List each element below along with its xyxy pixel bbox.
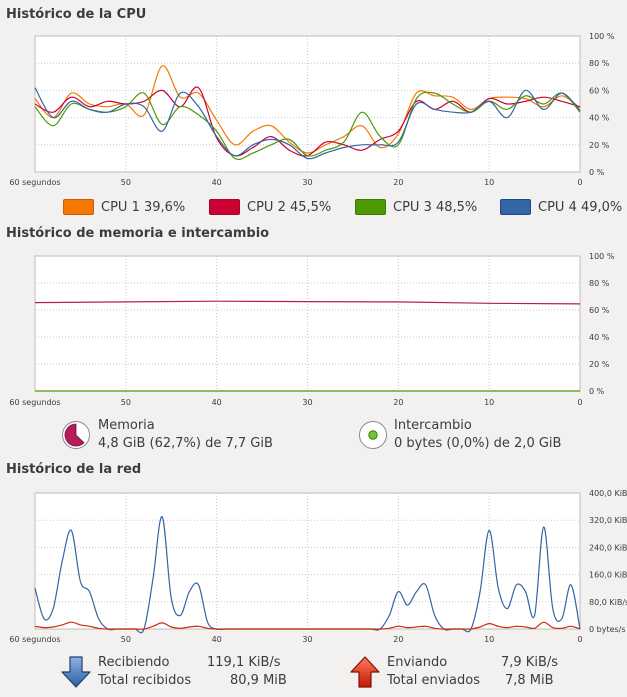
net-x-tick-label: 40 <box>212 635 222 644</box>
mem-x-tick-label: 20 <box>393 398 403 407</box>
download-arrow-icon[interactable] <box>60 655 92 689</box>
net-x-tick-label: 10 <box>484 635 494 644</box>
cpu-history-graph: 100 % 80 % 60 % 40 % 20 % 0 % 60 segundos 50 40 3… <box>9 32 615 187</box>
cpu-x-tick-label: 0 <box>577 178 582 187</box>
cpu-y-tick-label: 0 % <box>589 168 605 177</box>
network-history-title: Histórico de la red <box>6 462 142 477</box>
sending-label: Enviando <box>387 655 448 670</box>
cpu-y-tick-label: 80 % <box>589 59 610 68</box>
cpu-y-tick-label: 60 % <box>589 86 610 95</box>
mem-y-tick-label: 100 % <box>589 252 615 261</box>
total-sent-value: 7,8 MiB <box>505 673 554 688</box>
cpu-history-title: Histórico de la CPU <box>6 7 147 22</box>
cpu4-color-swatch[interactable] <box>500 199 531 215</box>
net-plot-area <box>35 493 580 629</box>
cpu-x-tick-label: 40 <box>212 178 222 187</box>
net-x-tick-label: 30 <box>302 635 312 644</box>
cpu2-legend-label: CPU 2 45,5% <box>247 200 332 215</box>
memory-value: 4,8 GiB (62,7%) de 7,7 GiB <box>98 436 273 451</box>
net-y-tick-label: 320,0 KiB/s <box>589 516 627 525</box>
cpu-x-tick-label: 30 <box>302 178 312 187</box>
sending-rate: 7,9 KiB/s <box>501 655 559 670</box>
mem-y-tick-label: 0 % <box>589 387 605 396</box>
memory-pie-icon[interactable] <box>61 420 91 450</box>
cpu-y-tick-label: 40 % <box>589 114 610 123</box>
cpu3-legend-label: CPU 3 48,5% <box>393 200 478 215</box>
receiving-rate: 119,1 KiB/s <box>207 655 281 670</box>
mem-x-tick-label: 30 <box>302 398 312 407</box>
cpu-y-tick-label: 100 % <box>589 32 615 41</box>
net-y-tick-label: 80,0 KiB/s <box>589 598 627 607</box>
mem-x-tick-label: 50 <box>121 398 131 407</box>
network-history-graph: 400,0 KiB/s 320,0 KiB/s 240,0 KiB/s 160,0 K… <box>9 489 627 644</box>
net-y-tick-label: 240,0 KiB/s <box>589 543 627 552</box>
net-x-tick-label: 0 <box>577 635 582 644</box>
net-series-enviando <box>34 621 581 630</box>
memory-history-graph: 100 % 80 % 60 % 40 % 20 % 0 % 60 segundos 50 40 3… <box>9 252 615 407</box>
total-received-label: Total recibidos <box>98 673 192 688</box>
mem-y-tick-label: 80 % <box>589 279 610 288</box>
total-sent-label: Total enviados <box>387 673 480 688</box>
upload-arrow-icon[interactable] <box>349 655 381 689</box>
cpu-x-tick-label: 60 segundos <box>9 178 60 187</box>
mem-y-tick-label: 40 % <box>589 333 610 342</box>
net-x-tick-label: 20 <box>393 635 403 644</box>
cpu-x-tick-label: 20 <box>393 178 403 187</box>
cpu1-color-swatch[interactable] <box>63 199 94 215</box>
memory-label: Memoria <box>98 418 155 433</box>
mem-plot-area <box>35 256 580 391</box>
swap-pie-icon[interactable] <box>358 420 388 450</box>
net-y-tick-label: 0 bytes/s <box>589 625 626 634</box>
net-x-tick-label: 50 <box>121 635 131 644</box>
mem-series-memoria <box>34 300 581 305</box>
mem-x-tick-label: 60 segundos <box>9 398 60 407</box>
cpu3-color-swatch[interactable] <box>355 199 386 215</box>
mem-x-tick-label: 10 <box>484 398 494 407</box>
receiving-label: Recibiendo <box>98 655 170 670</box>
cpu-x-tick-label: 10 <box>484 178 494 187</box>
mem-x-tick-label: 40 <box>212 398 222 407</box>
cpu2-color-swatch[interactable] <box>209 199 240 215</box>
cpu-series-cpu-4 <box>34 87 581 160</box>
cpu-x-tick-label: 50 <box>121 178 131 187</box>
cpu4-legend-label: CPU 4 49,0% <box>538 200 623 215</box>
swap-value: 0 bytes (0,0%) de 2,0 GiB <box>394 436 562 451</box>
net-y-tick-label: 160,0 KiB/s <box>589 571 627 580</box>
mem-y-tick-label: 60 % <box>589 306 610 315</box>
cpu-y-tick-label: 20 % <box>589 141 610 150</box>
mem-x-tick-label: 0 <box>577 398 582 407</box>
net-x-tick-label: 60 segundos <box>9 635 60 644</box>
mem-y-tick-label: 20 % <box>589 360 610 369</box>
net-y-tick-label: 400,0 KiB/s <box>589 489 627 498</box>
total-received-value: 80,9 MiB <box>230 673 287 688</box>
swap-label: Intercambio <box>394 418 472 433</box>
cpu1-legend-label: CPU 1 39,6% <box>101 200 186 215</box>
memory-history-title: Histórico de memoria e intercambio <box>6 226 270 241</box>
